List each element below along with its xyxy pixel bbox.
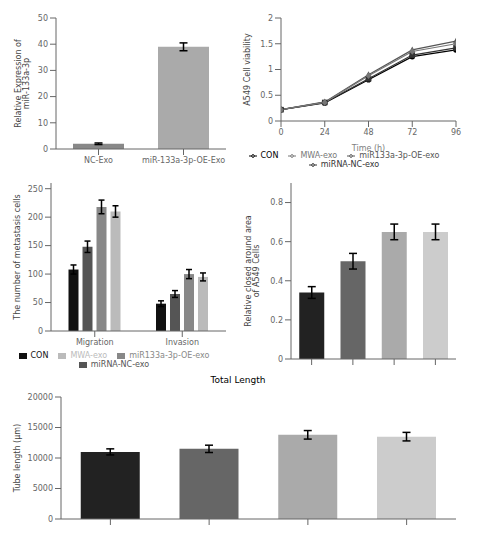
html-text:miR133a-3p-OE-exo: miR133a-3p-OE-exo bbox=[129, 351, 210, 360]
svg-text:50: 50 bbox=[33, 298, 43, 307]
svg-text:50: 50 bbox=[38, 14, 48, 23]
svg-text:miR-133a-3p-OE-Exo: miR-133a-3p-OE-Exo bbox=[142, 156, 225, 165]
html-text:miRNA-NC-exo: miRNA-NC-exo bbox=[90, 360, 150, 369]
svg-text:0.4: 0.4 bbox=[270, 277, 283, 286]
svg-text:0.6: 0.6 bbox=[270, 238, 283, 247]
html-text:miR133a-3p-OE-exo: miR133a-3p-OE-exo bbox=[359, 151, 440, 160]
svg-text:20: 20 bbox=[38, 92, 48, 101]
svg-text:250: 250 bbox=[28, 185, 43, 194]
html-text:CON: CON bbox=[260, 151, 279, 160]
svg-text:96: 96 bbox=[451, 128, 461, 137]
svg-text:A549 Cell viability: A549 Cell viability bbox=[243, 33, 252, 106]
svg-text:Relative Expression ofmiR-133a: Relative Expression ofmiR-133a-3p bbox=[14, 39, 32, 128]
svg-text:10: 10 bbox=[38, 119, 48, 128]
svg-text:72: 72 bbox=[407, 128, 417, 137]
html-text:MWA-exo: MWA-exo bbox=[300, 151, 338, 160]
html-text:miRNA-NC-exo: miRNA-NC-exo bbox=[320, 160, 380, 169]
svg-text:0: 0 bbox=[278, 128, 283, 137]
svg-text:20000: 20000 bbox=[28, 393, 53, 402]
svg-text:0: 0 bbox=[268, 117, 273, 126]
svg-text:24: 24 bbox=[320, 128, 330, 137]
html-text:CON: CON bbox=[30, 351, 49, 360]
svg-text:The number of metastasis cells: The number of metastasis cells bbox=[13, 194, 22, 320]
svg-text:1: 1 bbox=[268, 65, 273, 74]
svg-text:48: 48 bbox=[363, 128, 373, 137]
svg-text:200: 200 bbox=[28, 213, 43, 222]
svg-text:Migration: Migration bbox=[76, 338, 114, 347]
html-text:Total Length: Total Length bbox=[210, 375, 266, 385]
svg-text:0.8: 0.8 bbox=[270, 198, 283, 207]
svg-text:0.2: 0.2 bbox=[270, 316, 283, 325]
html-text:MWA-exo: MWA-exo bbox=[70, 351, 108, 360]
svg-text:15000: 15000 bbox=[28, 423, 53, 432]
svg-text:10000: 10000 bbox=[28, 454, 53, 463]
svg-text:30: 30 bbox=[38, 66, 48, 75]
svg-text:2: 2 bbox=[268, 14, 273, 23]
svg-text:100: 100 bbox=[28, 270, 43, 279]
svg-text:0: 0 bbox=[38, 327, 43, 336]
svg-text:Tube length (μm): Tube length (μm) bbox=[13, 424, 22, 493]
svg-text:0.5: 0.5 bbox=[260, 91, 273, 100]
svg-text:150: 150 bbox=[28, 241, 43, 250]
svg-text:Relative closed around areaof: Relative closed around areaof A549 Cells bbox=[244, 215, 262, 327]
svg-text:Invasion: Invasion bbox=[166, 338, 199, 347]
svg-text:0: 0 bbox=[48, 515, 53, 524]
svg-text:0: 0 bbox=[43, 145, 48, 154]
svg-text:5000: 5000 bbox=[33, 484, 53, 493]
svg-text:0: 0 bbox=[278, 355, 283, 364]
svg-text:1.5: 1.5 bbox=[260, 40, 273, 49]
svg-text:NC-Exo: NC-Exo bbox=[84, 156, 113, 165]
svg-text:40: 40 bbox=[38, 40, 48, 49]
svg-text:Time (h): Time (h) bbox=[351, 144, 385, 153]
